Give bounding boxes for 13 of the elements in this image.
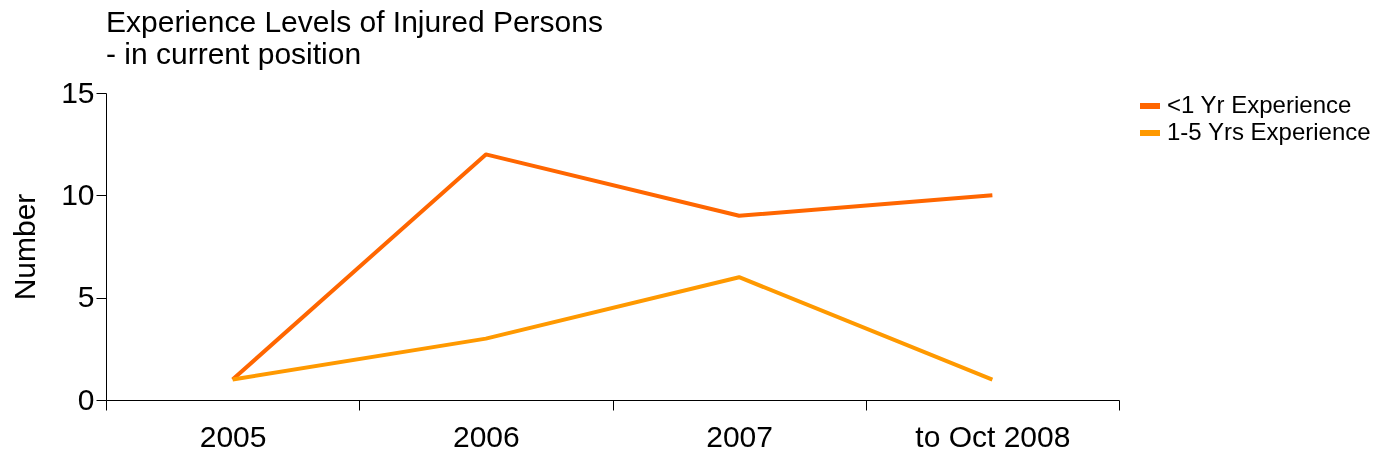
chart-subtitle: - in current position bbox=[106, 37, 362, 70]
x-tick-label: 2007 bbox=[706, 419, 773, 453]
x-tick-label: to Oct 2008 bbox=[915, 419, 1071, 453]
x-tick-label: 2005 bbox=[199, 419, 267, 453]
y-axis-title: Number bbox=[8, 193, 42, 301]
y-tick-label: 10 bbox=[61, 177, 95, 211]
chart-title: Experience Levels of Injured Persons bbox=[106, 5, 603, 38]
y-tick-label: 0 bbox=[77, 382, 95, 416]
x-tick-label: 2006 bbox=[453, 419, 520, 453]
y-tick-label: 15 bbox=[61, 75, 95, 109]
legend-label: <1 Yr Experience bbox=[1167, 91, 1352, 118]
y-tick-label: 5 bbox=[77, 280, 95, 314]
legend-label: 1-5 Yrs Experience bbox=[1167, 118, 1371, 145]
